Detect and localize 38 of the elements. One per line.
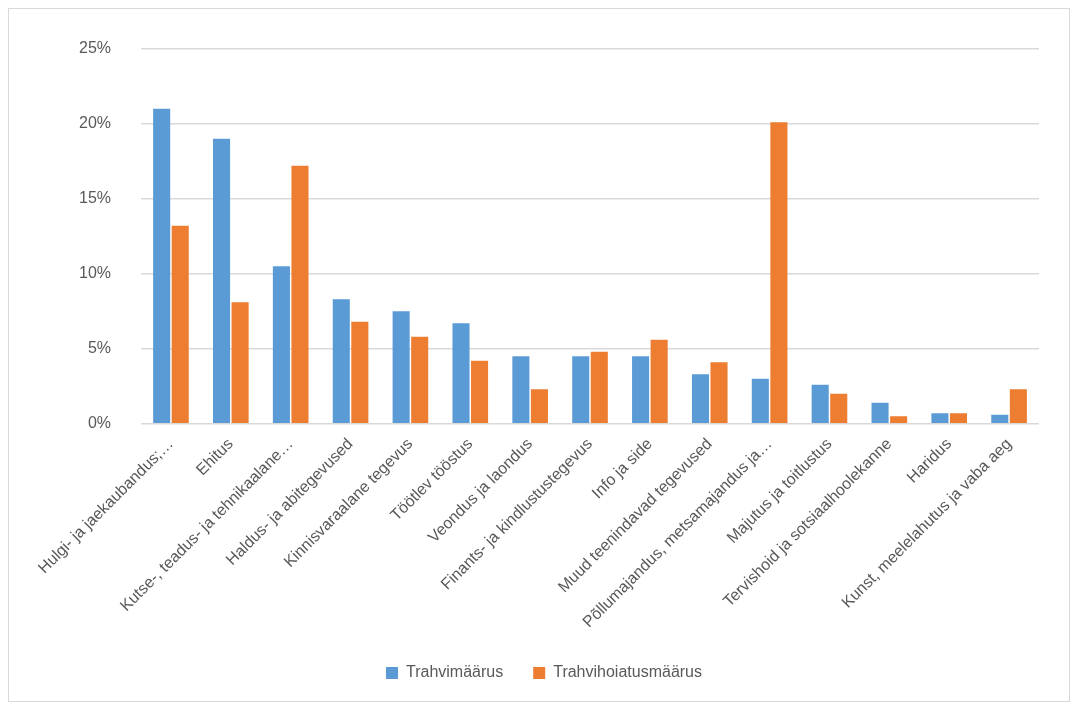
bar <box>471 360 489 424</box>
bar <box>710 362 728 424</box>
bar <box>931 413 949 424</box>
bar <box>949 413 968 424</box>
bar <box>530 389 548 424</box>
y-tick-label: 10% <box>78 264 112 282</box>
bar <box>512 356 530 424</box>
bar <box>991 414 1009 424</box>
bar <box>770 122 788 424</box>
bar <box>392 311 410 424</box>
legend-label: Trahvihoiatusmäärus <box>553 663 703 681</box>
bar <box>811 384 829 424</box>
bar <box>691 374 709 424</box>
y-tick-label: 0% <box>87 414 112 432</box>
bar <box>632 356 650 424</box>
bar <box>351 321 369 424</box>
bar <box>590 351 608 424</box>
bar <box>830 393 848 424</box>
bar <box>751 378 769 424</box>
bar <box>411 336 429 424</box>
bar <box>153 108 171 424</box>
bar <box>272 266 290 424</box>
bar <box>171 225 189 424</box>
y-tick-label: 5% <box>87 339 112 357</box>
bar <box>452 323 470 424</box>
bar <box>213 138 231 424</box>
legend-label: Trahvimäärus <box>405 663 504 681</box>
y-tick-label: 25% <box>78 39 112 57</box>
bar <box>871 402 889 424</box>
y-tick-label: 20% <box>78 114 112 132</box>
bar <box>650 339 668 424</box>
bar <box>572 356 590 424</box>
bar <box>291 165 309 424</box>
y-tick-label: 15% <box>78 189 112 207</box>
bar <box>231 302 249 424</box>
bar <box>1009 389 1027 424</box>
bar <box>890 416 908 424</box>
bar <box>332 299 350 424</box>
